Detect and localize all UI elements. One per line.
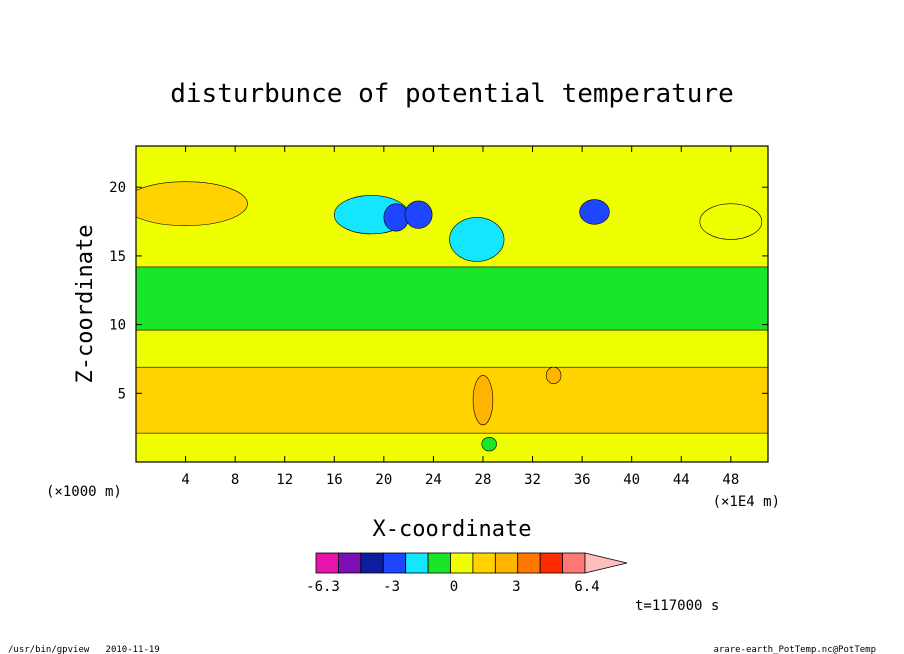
field-layer [136, 146, 768, 462]
field-blob-3 [136, 181, 248, 226]
field-blob-8 [579, 199, 610, 225]
y-axis-ticks: 5 10 15 20 [109, 180, 768, 402]
field-band-2 [136, 366, 768, 434]
y-tick-label: 15 [109, 249, 126, 265]
colorbar-cell-6 [450, 552, 474, 574]
x-axis-ticks: 4 8 12 16 20 24 28 32 36 40 44 48 [181, 146, 739, 488]
colorbar-cell-9 [517, 552, 541, 574]
colorbar-overflow-arrow [584, 552, 628, 574]
x-tick-label: 36 [574, 472, 591, 488]
colorbar-cell-3 [382, 552, 407, 574]
x-tick-label: 20 [375, 472, 392, 488]
y-axis-label: Z-coordinate [73, 225, 98, 384]
field-blob-9 [472, 375, 494, 426]
colorbar-label: -3 [383, 579, 400, 595]
colorbar-label: 0 [450, 579, 458, 595]
colorbar-label: 3 [512, 579, 520, 595]
x-tick-label: 8 [231, 472, 239, 488]
colorbar-cell-0 [315, 552, 339, 574]
colorbar-cell-8 [494, 552, 519, 574]
colorbar: -6.3 -3 0 3 6.4 [306, 552, 628, 595]
field-blob-10 [545, 366, 562, 384]
x-axis-label: X-coordinate [373, 517, 532, 542]
colorbar-cell-5 [427, 552, 451, 574]
y-tick-label: 20 [109, 180, 126, 196]
chart-title: disturbunce of potential temperature [170, 79, 734, 109]
colorbar-cell-4 [405, 552, 429, 574]
x-tick-label: 16 [326, 472, 343, 488]
plot-frame [135, 145, 769, 463]
x-tick-label: 28 [475, 472, 492, 488]
y-tick-label: 10 [109, 318, 126, 334]
colorbar-cell-11 [562, 552, 586, 574]
colorbar-cell-1 [338, 552, 362, 574]
field-blob-6 [404, 200, 433, 229]
field-blob-11 [481, 436, 497, 452]
footer-right: arare-earth_PotTemp.nc@PotTemp [713, 645, 876, 654]
footer-left: /usr/bin/gpview 2010-11-19 [8, 645, 160, 654]
field-band-1 [136, 266, 768, 331]
field-blob-12 [699, 203, 763, 240]
x-tick-label: 44 [673, 472, 690, 488]
field-blob-7 [449, 217, 505, 262]
colorbar-cell-10 [539, 552, 563, 574]
x-tick-label: 24 [425, 472, 442, 488]
x-tick-label: 4 [181, 472, 189, 488]
colorbar-label: 6.4 [574, 579, 599, 595]
colorbar-cell-2 [360, 552, 384, 574]
colorbar-label: -6.3 [306, 579, 340, 595]
y-tick-label: 5 [118, 386, 126, 402]
colorbar-cell-7 [472, 552, 496, 574]
x-tick-label: 32 [524, 472, 541, 488]
x-unit-left: (×1000 m) [46, 484, 122, 500]
x-tick-label: 48 [722, 472, 739, 488]
x-tick-label: 12 [276, 472, 293, 488]
time-label: t=117000 s [635, 598, 719, 614]
x-unit-right: (×1E4 m) [713, 494, 780, 510]
x-tick-label: 40 [623, 472, 640, 488]
